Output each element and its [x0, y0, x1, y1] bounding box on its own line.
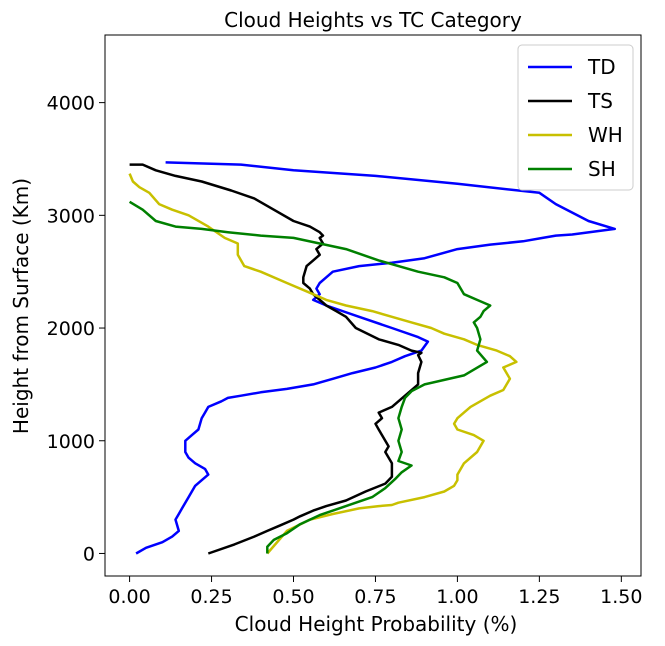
y-tick-label: 4000: [47, 93, 95, 115]
legend-label-wh: WH: [588, 123, 623, 147]
x-tick-label: 0.50: [272, 586, 314, 608]
plot-frame: [104, 34, 642, 577]
legend-label-sh: SH: [588, 157, 616, 181]
y-tick-label: 2000: [47, 318, 95, 340]
x-tick-label: 1.00: [436, 586, 478, 608]
legend-box: [517, 44, 634, 191]
chart-title: Cloud Heights vs TC Category: [224, 8, 522, 32]
series-line-ts: [129, 163, 423, 555]
x-tick-label: 1.25: [518, 586, 560, 608]
series-line-sh: [128, 200, 492, 554]
series-line-td: [135, 161, 617, 555]
series-line-wh: [128, 173, 518, 555]
x-tick-label: 1.50: [600, 586, 642, 608]
x-axis-label: Cloud Height Probability (%): [235, 612, 518, 636]
x-tick-label: 0.25: [190, 586, 232, 608]
legend-label-td: TD: [587, 55, 616, 79]
series-layer: [128, 161, 617, 555]
x-tick-label: 0.75: [354, 586, 396, 608]
y-axis-label: Height from Surface (Km): [9, 178, 33, 434]
y-tick-label: 0: [83, 543, 95, 565]
legend-label-ts: TS: [587, 89, 613, 113]
y-axis: 0 1000 2000 3000 4000: [47, 93, 105, 565]
y-tick-label: 1000: [47, 431, 95, 453]
x-axis: 0.00 0.25 0.50 0.75 1.00 1.25 1.50: [108, 576, 642, 608]
legend: TD TS WH SH: [517, 44, 634, 191]
y-tick-label: 3000: [47, 205, 95, 227]
x-tick-label: 0.00: [108, 586, 150, 608]
